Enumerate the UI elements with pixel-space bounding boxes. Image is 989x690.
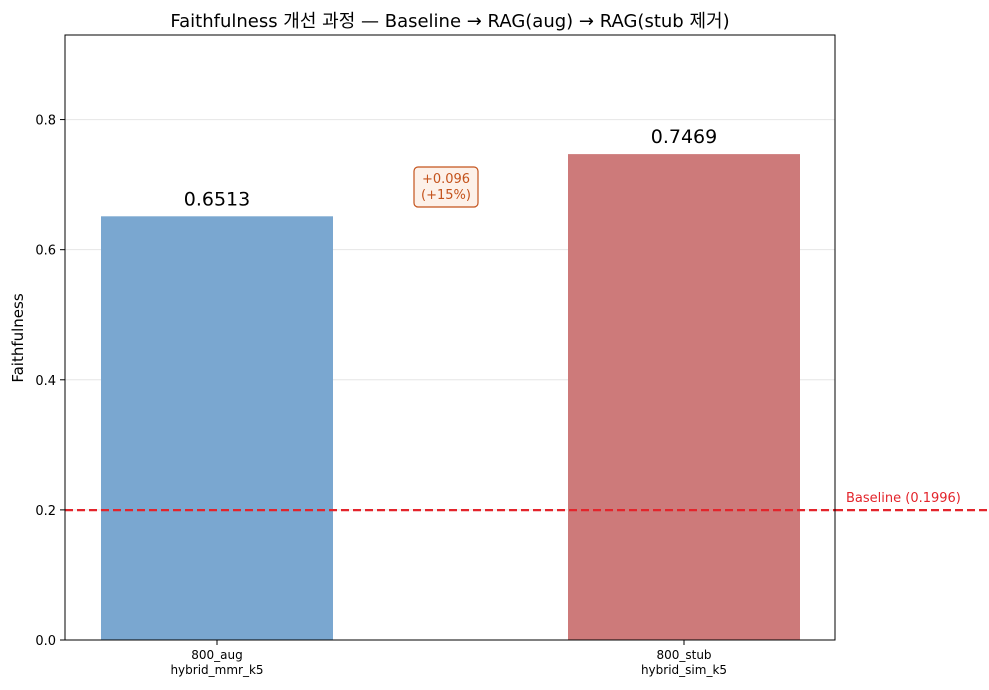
improvement-annotation: +0.096(+15%): [413, 166, 479, 208]
bar: [101, 216, 333, 640]
y-tick-label: 0.0: [35, 634, 56, 649]
y-axis-ticks: 0.0 0.2 0.4 0.6 0.8: [35, 114, 65, 649]
y-tick-label: 0.8: [35, 114, 56, 129]
bar-value-label: 0.6513: [184, 188, 250, 210]
y-axis-label: Faithfulness: [9, 293, 27, 383]
bar-value-label: 0.7469: [651, 126, 717, 148]
x-tick-label-secondary: hybrid_sim_k5: [641, 663, 727, 677]
bar: [568, 154, 800, 640]
y-tick-label: 0.6: [35, 244, 56, 259]
bars: 0.6513 0.7469: [101, 126, 800, 640]
plot-frame: [64, 34, 836, 641]
baseline-group: Baseline (0.1996): [65, 491, 989, 512]
annotation-percent: (+15%): [421, 188, 471, 203]
chart-title: Faithfulness 개선 과정 — Baseline → RAG(aug)…: [170, 11, 729, 32]
x-tick-label: 800_stub: [656, 648, 711, 662]
baseline-label: Baseline (0.1996): [846, 491, 961, 506]
y-tick-label: 0.4: [35, 374, 56, 389]
annotation-box: [413, 166, 479, 208]
annotation-delta: +0.096: [422, 172, 470, 187]
y-tick-label: 0.2: [35, 504, 56, 519]
x-tick-label: 800_aug: [191, 648, 242, 662]
x-tick-label-secondary: hybrid_mmr_k5: [170, 663, 263, 677]
